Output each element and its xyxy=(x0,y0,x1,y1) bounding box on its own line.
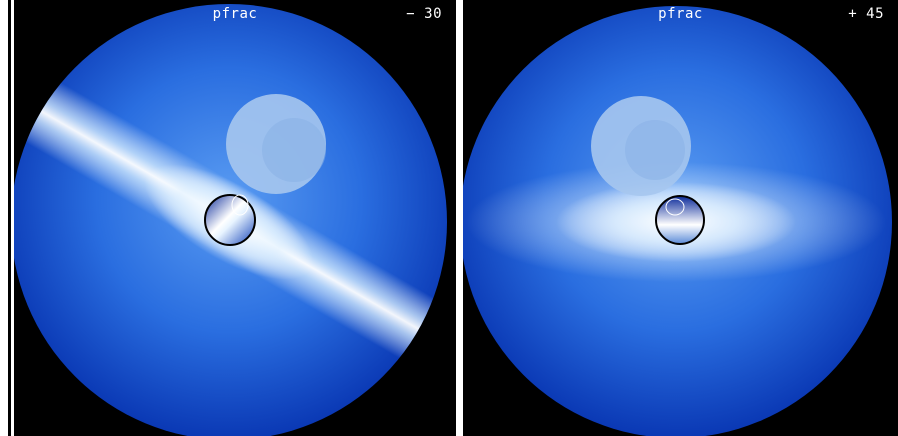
left-frame-border xyxy=(0,0,14,436)
central-star xyxy=(655,195,705,245)
panel-title: pfrac xyxy=(658,6,703,22)
panel-title: pfrac xyxy=(212,6,258,22)
contour-line xyxy=(665,198,685,216)
companion-shade xyxy=(625,120,685,180)
contour-line xyxy=(231,194,249,216)
panel-left: pfrac − 30 xyxy=(14,0,456,436)
panel-divider xyxy=(456,0,463,436)
central-star xyxy=(204,194,256,246)
panel-right: pfrac + 45 xyxy=(463,0,898,436)
companion-shade xyxy=(262,118,326,182)
angle-label: + 45 xyxy=(848,6,884,22)
angle-label: − 30 xyxy=(406,6,442,22)
polarization-map-right xyxy=(463,6,892,436)
polarization-map-left xyxy=(14,4,447,436)
